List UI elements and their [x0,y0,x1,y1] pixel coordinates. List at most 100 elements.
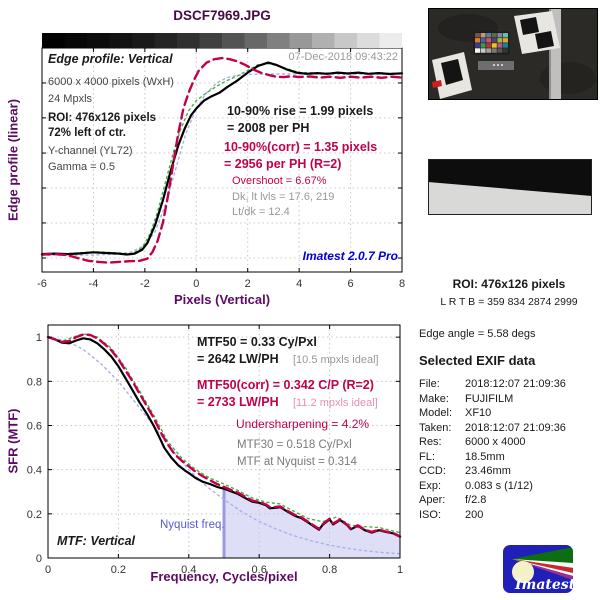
edge-resolution-text: 6000 x 4000 pixels (WxH) [48,76,174,88]
exif-row: CCD: 23.46mm [419,465,511,478]
mtf-green-dotted-curve [47,333,401,534]
edge-x-tick-label: 0 [193,278,199,290]
edge-x-tick-label: 8 [399,278,405,290]
exif-label: Model: [419,407,453,419]
colorchecker-patch [480,38,486,43]
exif-value: 23.46mm [465,465,511,477]
imatest-logo: Imatest [503,545,573,593]
exif-row: Taken: 2018:12:07 21:09:36 [419,422,566,435]
colorchecker-patch [480,33,486,38]
edge-panel-label: Edge profile: Vertical [48,52,173,66]
roi-size-heading: ROI: 476x126 pixels [452,277,566,291]
edge-x-tick-label: 2 [245,278,251,290]
exif-row: File: 2018:12:07 21:09:36 [419,378,566,391]
colorchecker-patch [491,38,497,43]
mtf50-lwph-text: = 2642 LW/PH [197,352,279,366]
edge-x-tick-label: 4 [296,278,302,290]
exif-row: FL: 18.5mm [419,451,505,464]
mtf-x-tick-label: 0.4 [181,564,196,576]
mtf50-text: MTF50 = 0.33 Cy/Pxl [197,335,317,349]
mtf-y-tick-label: 0 [36,553,42,565]
edge-corrected-crimson-dashed-curve [40,56,404,264]
edge-y-axis-label: Edge profile (linear) [5,98,21,222]
mtf-corrected-crimson-dashed-curve [46,333,402,538]
label-dot [497,64,499,66]
edge-angle-text: Edge angle = 5.58 degs [419,328,536,340]
edge-plot-frame [41,47,403,273]
edge-roi-size-text: ROI: 476x126 pixels [48,112,157,124]
exif-value: 2018:12:07 21:09:36 [465,378,566,390]
edge-target-card-right [514,11,560,54]
colorchecker-patch [486,38,492,43]
edge-megapixels-text: 24 Mpxls [48,93,93,105]
label-dot [501,64,503,66]
edge-target-square [535,31,554,49]
exif-label: FL: [419,450,435,463]
colorchecker-patch [503,38,508,43]
mtf-y-tick-label: 0.2 [27,509,42,521]
roi-lrtb-text: L R T B = 359 834 2874 2999 [440,296,578,308]
mtf-x-axis-label: Frequency, Cycles/pixel [150,569,298,584]
colorchecker-patch [497,48,503,53]
colorchecker-patch [480,43,486,48]
exif-value: f/2.8 [465,494,487,506]
colorchecker-chart [475,33,508,53]
edge-profile-black-curve [40,61,404,256]
page-title: DSCF7969.JPG [173,8,271,23]
undersharpening-text: Undersharpening = 4.2% [236,417,370,431]
nyquist-freq-label: Nyquist freq. [160,519,225,531]
colorchecker-patch [497,38,503,43]
mtf-at-nyquist-text: MTF at Nyquist = 0.314 [237,456,357,468]
mtf50-corr-lwph-text: = 2733 LW/PH [197,395,279,409]
mtf50-corr-ideal-note: [11.2 mpxls ideal] [293,397,378,409]
mtf50-ideal-note: [10.5 mpxls ideal] [293,354,379,366]
colorchecker-patch [475,43,480,48]
exif-row: Exp: 0.083 s (1/12) [419,480,533,493]
colorchecker-patch [503,33,508,38]
rise-corr-text: 10-90%(corr) = 1.35 pixels [224,140,378,154]
exif-label: Aper: [419,494,446,506]
exif-label: Make: [419,392,449,405]
label-dot [493,64,495,66]
colorchecker-patch [497,43,503,48]
colorchecker-patch [497,33,503,38]
analysis-date: 07-Dec-2018 09:43:22 [288,51,398,63]
rise-corr-perph-text: = 2956 per PH (R=2) [224,157,342,171]
thumbnail-border [428,159,592,215]
mtf-nyquist-shaded-region [224,488,400,558]
mtf-x-tick-label: 0.6 [252,564,267,576]
exif-value: XF10 [465,407,492,419]
logo-wordmark: Imatest [514,577,573,593]
exif-value: 200 [465,508,484,521]
colorchecker-patch [486,33,492,38]
exif-label: File: [419,378,440,390]
mtf-y-tick-label: 0.4 [27,465,42,477]
exif-label: Exp: [419,479,442,492]
exif-value: 2018:12:07 21:09:36 [465,421,566,434]
mtf-plot-frame [47,324,401,559]
scene-gray-strip-edge [549,8,551,100]
colorchecker-patch [475,48,480,53]
mtf30-text: MTF30 = 0.518 Cy/Pxl [237,439,352,451]
exif-row: Res: 6000 x 4000 [419,436,526,449]
mtf-y-axis-label: SFR (MTF) [5,408,21,474]
edge-target-square [441,59,463,85]
mtf-x-tick-label: 0.8 [322,564,337,576]
light-dark-ratio-text: Lt/dk = 12.4 [232,206,290,218]
exif-label: Taken: [419,421,452,434]
exif-label: CCD: [419,465,446,477]
mtf-panel-label: MTF: Vertical [57,534,136,548]
exif-row: Make: FUJIFILM [419,393,513,406]
colorchecker-patch [480,48,486,53]
edge-target-square [520,17,539,35]
edge-dark-region [428,159,592,196]
edge-x-tick-label: -6 [37,278,47,290]
edge-x-tick-label: -4 [89,278,99,290]
mtf-x-tick-label: 0.2 [111,564,126,576]
mtf-x-tick-label: 1 [397,564,403,576]
edge-grayscale-gradient-bar [42,33,402,48]
colorchecker-patch [475,38,480,43]
mtf-x-tick-label: 0 [45,564,51,576]
colorchecker-patch [503,43,508,48]
